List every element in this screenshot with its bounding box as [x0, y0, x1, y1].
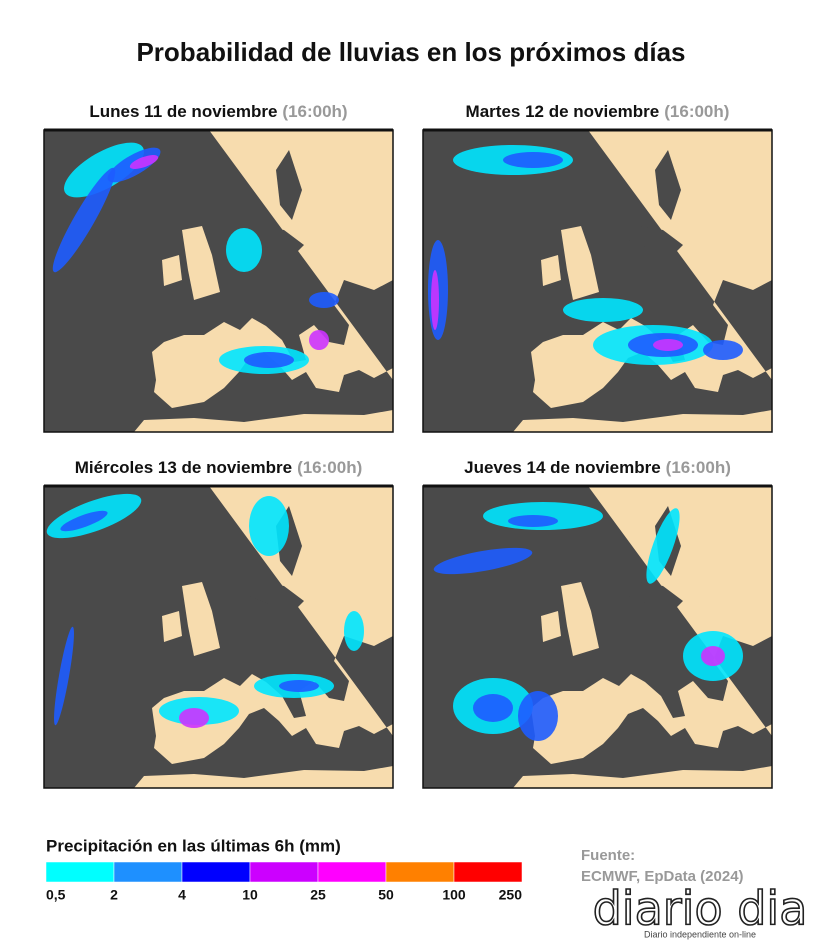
- source-text: ECMWF, EpData (2024): [581, 868, 744, 885]
- legend-tick: 25: [310, 887, 326, 903]
- map-panel: [422, 128, 773, 433]
- rain-area: [249, 496, 289, 556]
- legend-swatch: [453, 861, 523, 883]
- panel-date: Miércoles 13 de noviembre: [75, 458, 292, 477]
- rain-area: [244, 352, 294, 368]
- rain-area: [503, 152, 563, 168]
- panel-time: (16:00h): [664, 102, 729, 121]
- rain-area: [129, 155, 159, 169]
- panel-date: Lunes 11 de noviembre: [89, 102, 277, 121]
- rain-area: [60, 510, 108, 532]
- title: Probabilidad de lluvias en los próximos …: [136, 37, 685, 67]
- legend-tick: 4: [178, 887, 186, 903]
- rain-area: [473, 694, 513, 722]
- rain-area: [54, 626, 74, 726]
- legend-swatch: [385, 861, 455, 883]
- rain-area: [701, 646, 725, 666]
- map-panel: [43, 484, 394, 789]
- rain-area: [518, 691, 558, 741]
- legend-tick: 50: [378, 887, 394, 903]
- rain-area: [703, 340, 743, 360]
- panel-time: (16:00h): [297, 458, 362, 477]
- legend-title: Precipitación en las últimas 6h (mm): [46, 836, 341, 855]
- panel-title: Martes 12 de noviembre (16:00h): [466, 102, 730, 121]
- rain-area: [226, 228, 262, 272]
- panel-time: (16:00h): [282, 102, 347, 121]
- rain-area: [64, 142, 144, 198]
- rain-area: [433, 547, 533, 575]
- panel-date: Jueves 14 de noviembre: [464, 458, 661, 477]
- logo-tagline: Diario independiente on-line: [644, 929, 756, 939]
- rain-area: [646, 508, 680, 584]
- map-panel: [43, 128, 394, 433]
- logo: diario dia: [593, 882, 808, 936]
- panel-title: Miércoles 13 de noviembre (16:00h): [75, 458, 363, 477]
- rain-area: [653, 339, 683, 351]
- legend-tick: 10: [242, 887, 258, 903]
- rain-area: [179, 708, 209, 728]
- legend-swatch: [113, 861, 183, 883]
- panel-time: (16:00h): [666, 458, 731, 477]
- rain-area: [279, 680, 319, 692]
- rain-area: [431, 270, 439, 330]
- rain-area: [508, 515, 558, 527]
- legend-swatch: [249, 861, 319, 883]
- rain-area: [563, 298, 643, 322]
- rain-area: [52, 167, 116, 273]
- rain-area: [309, 330, 329, 350]
- panel-date: Martes 12 de noviembre: [466, 102, 660, 121]
- panel-title: Lunes 11 de noviembre (16:00h): [89, 102, 347, 121]
- rain-area: [309, 292, 339, 308]
- legend-tick: 0,5: [46, 887, 66, 903]
- map-panel: [422, 484, 773, 789]
- legend-swatch: [317, 861, 387, 883]
- legend-tick: 250: [499, 887, 523, 903]
- legend-swatch: [181, 861, 251, 883]
- panel-title: Jueves 14 de noviembre (16:00h): [464, 458, 731, 477]
- source-label: Fuente:: [581, 847, 635, 864]
- rain-area: [344, 611, 364, 651]
- legend-tick: 100: [442, 887, 466, 903]
- legend-tick: 2: [110, 887, 118, 903]
- legend-swatch: [45, 861, 115, 883]
